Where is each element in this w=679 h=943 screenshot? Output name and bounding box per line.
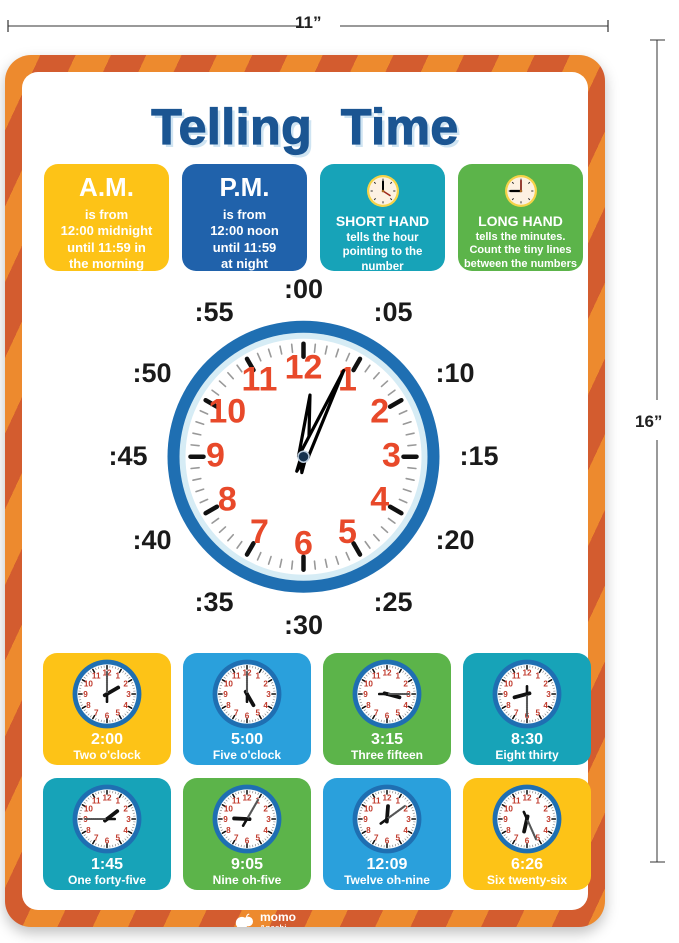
svg-text:3: 3 (382, 437, 401, 475)
svg-text::10: :10 (435, 358, 474, 388)
svg-text::50: :50 (132, 358, 171, 388)
svg-text::55: :55 (194, 297, 233, 327)
svg-text:6: 6 (294, 525, 313, 563)
svg-text::35: :35 (194, 587, 233, 617)
svg-text:8: 8 (218, 481, 237, 519)
svg-text::25: :25 (373, 587, 412, 617)
svg-text:9: 9 (206, 437, 225, 475)
svg-text::20: :20 (435, 525, 474, 555)
svg-text:2: 2 (370, 393, 389, 431)
svg-text::15: :15 (459, 441, 498, 471)
svg-text:5: 5 (338, 513, 357, 551)
svg-text:7: 7 (250, 513, 269, 551)
svg-text::05: :05 (373, 297, 412, 327)
svg-text::00: :00 (284, 274, 323, 304)
svg-text:12: 12 (285, 349, 323, 387)
svg-text::30: :30 (284, 610, 323, 640)
svg-text::40: :40 (132, 525, 171, 555)
svg-text:10: 10 (208, 393, 246, 431)
svg-text:11: 11 (242, 360, 278, 398)
svg-text:4: 4 (370, 481, 389, 519)
svg-text::45: :45 (108, 441, 147, 471)
